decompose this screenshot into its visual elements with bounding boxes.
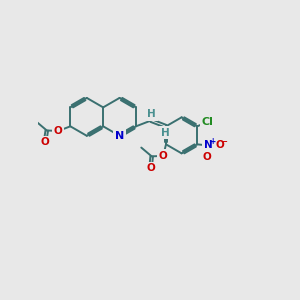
Text: O: O [146, 164, 155, 173]
Text: H: H [147, 109, 156, 119]
Text: Cl: Cl [202, 117, 214, 127]
Text: O: O [215, 140, 224, 150]
Text: O: O [40, 137, 49, 148]
Text: O: O [159, 151, 168, 161]
Text: O: O [54, 126, 63, 136]
Text: −: − [220, 137, 227, 146]
Text: N: N [115, 131, 124, 141]
Text: N: N [204, 140, 213, 151]
Text: O: O [202, 152, 211, 162]
Text: +: + [209, 137, 215, 146]
Text: H: H [161, 128, 170, 138]
